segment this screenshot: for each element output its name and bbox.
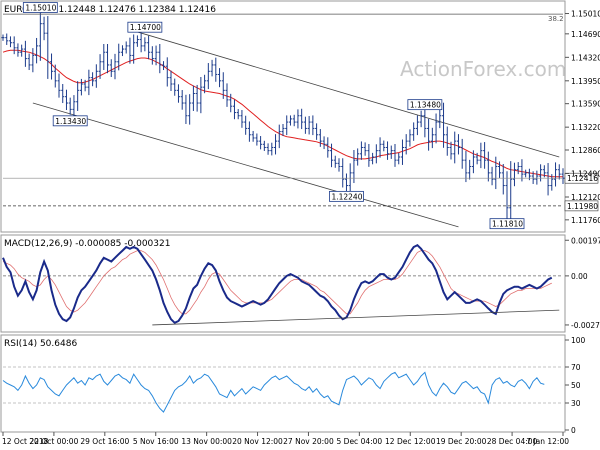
price-annotation-label: 1.13430 bbox=[55, 117, 86, 126]
support-level-label: 1.11980 bbox=[567, 202, 598, 211]
y-tick-label: 1.12490 bbox=[571, 170, 600, 179]
rsi-y-tick-label: 100 bbox=[571, 336, 586, 345]
fib-level-label: 38.2 bbox=[548, 15, 564, 23]
x-tick-label: 19 Dec 20:00 bbox=[436, 437, 487, 446]
macd-label: MACD(12,26,9) -0.000085 -0.000321 bbox=[4, 239, 170, 249]
x-tick-label: 7 Jan 12:00 bbox=[526, 437, 569, 446]
support-level-box bbox=[564, 200, 599, 212]
price-annotation-box bbox=[407, 99, 443, 111]
price-annotation-box bbox=[22, 2, 58, 13]
price-annotation-label: 1.13480 bbox=[410, 101, 441, 110]
x-tick-label: 27 Nov 20:00 bbox=[283, 437, 334, 446]
y-tick-label: 1.15010 bbox=[571, 10, 600, 19]
channel-upper-line bbox=[137, 31, 560, 158]
y-tick-label: 1.12860 bbox=[571, 146, 600, 155]
price-annotation-box bbox=[329, 190, 364, 202]
rsi-y-tick-label: 0 bbox=[571, 426, 576, 435]
rsi-label: RSI(14) 50.6486 bbox=[4, 339, 77, 349]
x-tick-label: 22 Oct 00:00 bbox=[29, 437, 78, 446]
macd-y-tick-label: -0.00272 bbox=[571, 321, 600, 330]
last-price-box bbox=[564, 172, 599, 184]
price-annotation-label: 1.15010 bbox=[25, 4, 56, 13]
x-tick-label: 29 Oct 16:00 bbox=[80, 437, 129, 446]
price-annotation-box bbox=[127, 21, 163, 33]
y-tick-label: 1.11760 bbox=[571, 216, 600, 225]
rsi-line bbox=[2, 371, 545, 413]
x-tick-label: 5 Dec 04:00 bbox=[337, 437, 383, 446]
y-tick-label: 1.13220 bbox=[571, 123, 600, 132]
x-tick-label: 5 Nov 16:00 bbox=[133, 437, 179, 446]
y-tick-label: 1.12120 bbox=[571, 193, 600, 202]
x-tick-label: 12 Dec 12:00 bbox=[385, 437, 436, 446]
rsi-y-tick-label: 50 bbox=[571, 381, 581, 390]
x-tick-label: 28 Dec 04:00 bbox=[487, 437, 538, 446]
x-tick-label: 20 Nov 12:00 bbox=[232, 437, 283, 446]
y-tick-label: 1.13590 bbox=[571, 100, 600, 109]
y-tick-label: 1.14690 bbox=[571, 30, 600, 39]
watermark: ActionForex.com bbox=[400, 57, 566, 81]
y-tick-label: 1.13950 bbox=[571, 77, 600, 86]
price-annotation-label: 1.12240 bbox=[331, 192, 362, 201]
rsi-y-tick-label: 70 bbox=[571, 363, 581, 372]
y-tick-label: 1.14320 bbox=[571, 53, 600, 62]
macd-panel-frame bbox=[0, 234, 566, 333]
macd-signal-line bbox=[2, 250, 552, 315]
macd-line bbox=[2, 243, 553, 325]
macd-y-tick-label: 0.001975 bbox=[571, 236, 600, 245]
price-annotation-box bbox=[52, 115, 88, 127]
chart-title: EURCHF,H4 1.12448 1.12476 1.12384 1.1241… bbox=[4, 5, 216, 15]
rsi-y-tick-label: 30 bbox=[571, 399, 581, 408]
last-price-label: 1.12416 bbox=[567, 174, 598, 183]
price-annotation-label: 1.14700 bbox=[130, 23, 161, 32]
price-annotation-box bbox=[489, 218, 525, 230]
x-tick-label: 13 Nov 00:00 bbox=[181, 437, 232, 446]
macd-trendline bbox=[152, 309, 560, 326]
x-tick-label: 12 Oct 2018 bbox=[2, 437, 49, 446]
price-annotation-label: 1.11810 bbox=[492, 220, 523, 229]
main-panel-frame bbox=[0, 0, 566, 233]
rsi-panel-frame bbox=[0, 334, 566, 433]
macd-y-tick-label: 0.00 bbox=[571, 272, 588, 281]
channel-lower-line bbox=[32, 102, 459, 228]
